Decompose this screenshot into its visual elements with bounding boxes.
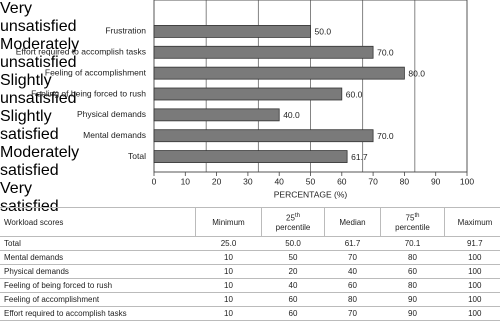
chart: 0 10 20 30 40 50 60 70 80 90 100 PERCENTAGE (%) Frus…: [16, 0, 474, 199]
table-cell: 90: [380, 292, 445, 307]
column-header: 75th percentile: [380, 207, 445, 237]
table-cell: 40: [261, 278, 325, 293]
header-number: 75: [405, 213, 415, 223]
table-cell: 100: [444, 306, 500, 321]
value-label: 40.0: [283, 110, 300, 120]
column-header: Maximum: [444, 207, 500, 237]
table-cell: 50.0: [261, 236, 325, 251]
table-cell: 60: [324, 278, 381, 293]
value-label: 80.0: [408, 68, 425, 78]
row-label: Feeling of accomplishment: [0, 292, 196, 307]
table-cell: 100: [444, 250, 500, 265]
bar: [153, 87, 343, 101]
bar: [153, 108, 280, 122]
table-cell: 10: [195, 292, 262, 307]
x-tick-label: 60: [337, 176, 347, 186]
row-label: Feeling of being forced to rush: [0, 278, 196, 293]
table-cell: 25.0: [195, 236, 262, 251]
x-tick-label: 30: [243, 176, 253, 186]
x-tick-label: 90: [431, 176, 441, 186]
bar: [153, 129, 374, 143]
bar: [153, 45, 374, 59]
row-label: Mental demands: [0, 250, 196, 265]
header-text: percentile: [395, 222, 430, 232]
x-tick-label: 80: [400, 176, 410, 186]
table-cell: 40: [324, 264, 381, 279]
table-cell: 61.7: [324, 236, 381, 251]
band-label: Slightly satisfied: [0, 108, 59, 143]
column-header: 25th percentile: [261, 207, 325, 237]
category-label: Frustration: [105, 26, 146, 36]
workload-table: Workload scores Minimum 25th percentile Medi…: [0, 207, 500, 321]
table-cell: 70: [324, 306, 381, 321]
bar: [153, 150, 348, 163]
bar: [153, 66, 405, 80]
category-label: Feeling of being forced to rush: [31, 88, 146, 98]
category-label: Effort required to accomplish tasks: [16, 47, 146, 57]
x-tick-label: 40: [274, 176, 284, 186]
column-header: Workload scores: [0, 207, 196, 237]
table-cell: 80: [324, 292, 381, 307]
value-label: 61.7: [351, 152, 368, 162]
header-text: percentile: [275, 222, 311, 232]
x-tick-label: 10: [181, 176, 191, 186]
row-label: Physical demands: [0, 264, 196, 279]
x-tick-label: 20: [212, 176, 222, 186]
table-row: Feeling of accomplishment 10 60 80 90 100: [0, 292, 500, 307]
table-cell: 20: [261, 264, 325, 279]
value-label: 70.0: [377, 48, 394, 58]
header-row: Workload scores Minimum 25th percentile Medi…: [0, 207, 500, 237]
bar: [153, 25, 311, 38]
category-label: Physical demands: [77, 109, 146, 119]
column-header: Median: [324, 207, 381, 237]
x-tick-label: 70: [368, 176, 378, 186]
table-cell: 10: [195, 264, 262, 279]
table-cell: 10: [195, 250, 262, 265]
category-label: Total: [128, 151, 146, 161]
category-label: Mental demands: [83, 130, 146, 140]
table-cell: 100: [444, 278, 500, 293]
table-cell: 50: [261, 250, 325, 265]
value-label: 50.0: [315, 27, 332, 37]
category-label: Feeling of accomplishment: [45, 67, 147, 77]
x-tick-label: 0: [152, 176, 157, 186]
column-header: Minimum: [195, 207, 262, 237]
row-label: Total: [0, 236, 196, 251]
table-cell: 60: [261, 306, 325, 321]
row-label: Effort required to accomplish tasks: [0, 306, 196, 321]
table-cell: 100: [444, 264, 500, 279]
value-label: 70.0: [377, 131, 394, 141]
table-cell: 10: [195, 278, 262, 293]
table-cell: 100: [444, 292, 500, 307]
header-suffix: th: [414, 213, 420, 220]
table-cell: 60: [261, 292, 325, 307]
header-number: 25: [286, 213, 295, 223]
table-cell: 91.7: [444, 236, 500, 251]
table-row: Total 25.0 50.0 61.7 70.1 91.7: [0, 236, 500, 251]
table-cell: 70.1: [380, 236, 445, 251]
table-row: Effort required to accomplish tasks 10 60 7…: [0, 306, 500, 321]
table-row: Mental demands 10 50 70 80 100: [0, 250, 500, 265]
table-cell: 80: [380, 250, 445, 265]
table-cell: 70: [324, 250, 381, 265]
header-suffix: th: [294, 213, 300, 220]
x-tick-label: 100: [460, 176, 474, 186]
value-label: 60.0: [346, 89, 363, 99]
table-cell: 60: [380, 264, 445, 279]
table-cell: 80: [380, 278, 445, 293]
table-cell: 10: [195, 306, 262, 321]
x-axis-label: PERCENTAGE (%): [274, 189, 348, 199]
table-cell: 90: [380, 306, 445, 321]
table-row: Feeling of being forced to rush 10 40 60 80 1…: [0, 278, 500, 293]
x-tick-label: 50: [306, 176, 316, 186]
table-row: Physical demands 10 20 40 60 100: [0, 264, 500, 279]
